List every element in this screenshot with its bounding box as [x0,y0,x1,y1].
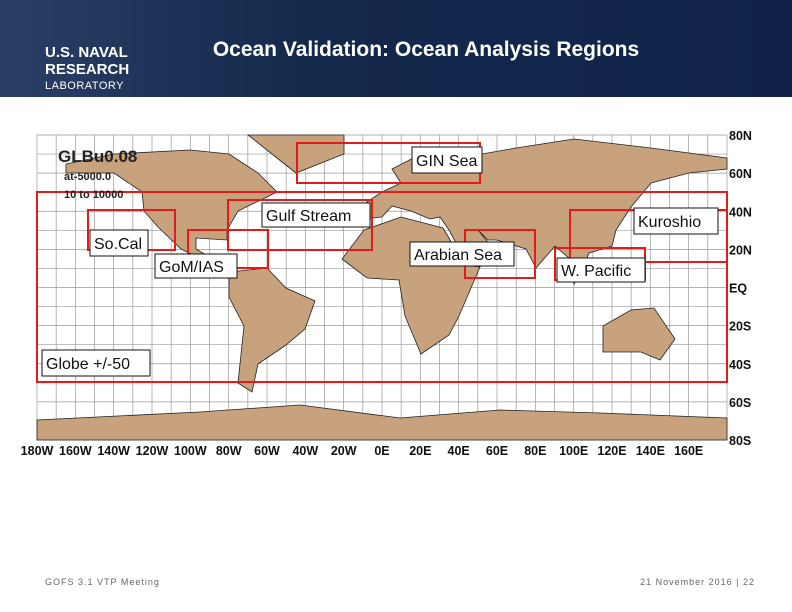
region-label: GoM/IAS [159,259,224,276]
footer-left: GOFS 3.1 VTP Meeting [45,577,160,587]
region-label-box [411,146,483,174]
model-label: GLBu0.08 [58,147,137,166]
region-label-box [556,257,646,283]
region-label: So.Cal [94,236,142,253]
longitude-label: 160W [59,444,92,458]
region-label-box [89,229,149,257]
map-axes: 180W 160W 140W 120W 100W 80W 60W 40W 20W 0E 20E 40E… [21,129,752,458]
longitude-label: 0E [374,444,389,458]
model-label: 10 to 10000 [64,189,123,201]
longitude-label: 80W [216,444,242,458]
region-label-box [409,241,515,267]
latitude-label: 40S [729,358,751,372]
region-boxes: GIN Sea Gulf Stream So.Cal GoM/IAS Arabian S… [36,142,728,383]
logo-line: LABORATORY [45,80,124,92]
region-label-box [261,202,371,228]
latitude-label: EQ [729,282,747,296]
longitude-label: 20E [409,444,431,458]
slide-title: Ocean Validation: Ocean Analysis Regions [213,38,639,61]
region-label: Arabian Sea [414,247,502,264]
longitude-label: 120E [597,444,626,458]
south-america [228,267,316,393]
longitude-label: 60W [254,444,280,458]
region-label: GIN Sea [416,153,477,170]
region-label-box [41,349,151,377]
latitude-label: 80S [729,434,751,448]
latitude-label: 60S [729,396,751,410]
region-label: Globe +/-50 [46,356,130,373]
longitude-label: 160E [674,444,703,458]
header-band [0,0,792,97]
longitude-label: 100W [174,444,207,458]
world-map: GIN Sea Gulf Stream So.Cal GoM/IAS Arabian S… [21,129,752,458]
longitude-label: 20W [331,444,357,458]
latitude-label: 60N [729,167,752,181]
footer-right: 21 November 2016 | 22 [640,577,755,587]
logo-line: U.S. NAVAL [45,44,128,61]
latitude-label: 40N [729,205,752,219]
longitude-label: 140W [97,444,130,458]
longitude-label: 40W [292,444,318,458]
region-label-box [154,253,238,279]
australia [602,307,676,361]
longitude-label: 100E [559,444,588,458]
longitude-label: 40E [448,444,470,458]
longitude-label: 80E [524,444,546,458]
latitude-label: 20S [729,320,751,334]
latitude-label: 80N [729,129,752,143]
latitude-label: 20N [729,243,752,257]
region-box [36,191,728,383]
region-label-box [633,207,719,235]
antarctica [36,404,728,441]
logo-line: RESEARCH [45,61,129,78]
model-label: at-5000.0 [64,171,111,183]
longitude-label: 120W [136,444,169,458]
region-label: Kuroshio [638,214,701,231]
region-label: Gulf Stream [266,208,351,225]
longitude-label: 60E [486,444,508,458]
region-box [227,199,373,251]
longitude-label: 140E [636,444,665,458]
region-label: W. Pacific [561,263,631,280]
longitude-label: 180W [21,444,54,458]
